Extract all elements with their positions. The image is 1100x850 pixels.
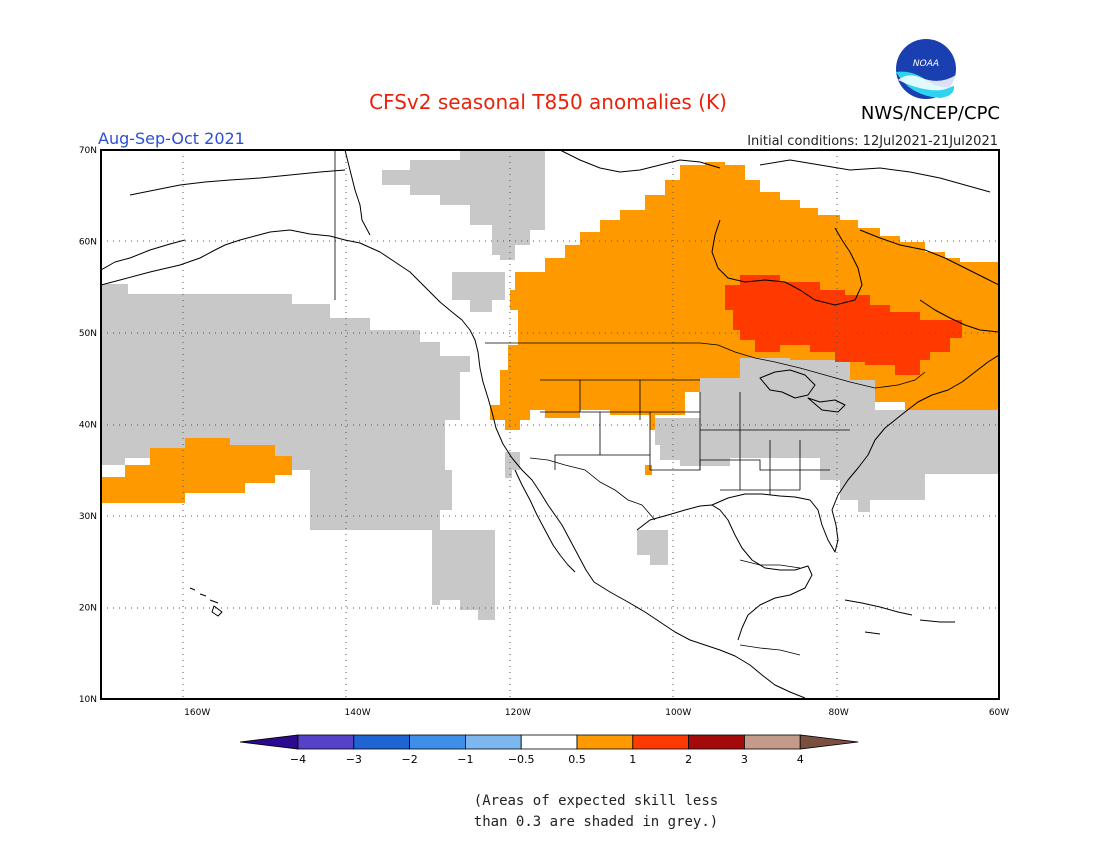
lon-tick-label: 80W — [828, 708, 848, 718]
colorbar-segment — [297, 734, 355, 750]
lat-tick-label: 30N — [79, 512, 97, 522]
warm-anomaly-red — [725, 275, 962, 375]
colorbar-label: 4 — [797, 753, 804, 766]
colorbar-label: −4 — [290, 753, 306, 766]
noaa-logo: NOAA — [896, 39, 956, 99]
low-skill-shading — [101, 150, 999, 620]
colorbar-segment — [520, 734, 578, 750]
lat-tick-label: 60N — [79, 238, 97, 248]
longitude-ticks: 160W 140W 120W 100W 80W 60W — [184, 708, 1009, 718]
colorbar-segment — [353, 734, 410, 750]
lat-tick-label: 70N — [79, 146, 97, 156]
colorbar-segment — [632, 734, 689, 750]
skill-note-line-2: than 0.3 are shaded in grey.) — [474, 814, 718, 830]
lon-tick-label: 140W — [345, 708, 371, 718]
political-borders — [334, 150, 926, 656]
colorbar-segment — [744, 734, 801, 750]
lon-tick-label: 160W — [184, 708, 210, 718]
colorbar-label: −1 — [457, 753, 473, 766]
colorbar-label: 1 — [629, 753, 636, 766]
map-title: CFSv2 seasonal T850 anomalies (K) — [369, 90, 727, 114]
colorbar-segment — [409, 734, 466, 750]
colorbar-segment — [799, 734, 859, 750]
lat-tick-label: 50N — [79, 329, 97, 339]
colorbar-segment — [688, 734, 745, 750]
colorbar: −4 −3 −2 −1 −0.5 0.5 1 2 3 4 — [239, 734, 859, 766]
colorbar-segment — [464, 734, 522, 750]
lon-tick-label: 120W — [505, 708, 531, 718]
colorbar-label: −3 — [346, 753, 362, 766]
colorbar-label: −2 — [401, 753, 417, 766]
latitude-ticks: 10N 20N 30N 40N 50N 60N 70N — [79, 146, 97, 705]
colorbar-label: 3 — [741, 753, 748, 766]
season-label: Aug-Sep-Oct 2021 — [98, 129, 245, 148]
lon-tick-label: 60W — [989, 708, 1009, 718]
logo-text: NOAA — [913, 59, 939, 69]
map-frame — [100, 149, 1000, 700]
lon-tick-label: 100W — [665, 708, 691, 718]
skill-note-line-1: (Areas of expected skill less — [474, 793, 718, 809]
lat-tick-label: 40N — [79, 421, 97, 431]
map-area — [101, 150, 999, 699]
lat-tick-label: 10N — [79, 695, 97, 705]
colorbar-label: 0.5 — [568, 753, 586, 766]
coastlines — [101, 150, 999, 699]
organization-label: NWS/NCEP/CPC — [861, 103, 1000, 124]
colorbar-label: 2 — [685, 753, 692, 766]
lat-tick-label: 20N — [79, 604, 97, 614]
initial-conditions: Initial conditions: 12Jul2021-21Jul2021 — [747, 134, 998, 149]
colorbar-segment — [576, 734, 634, 750]
colorbar-label: −0.5 — [508, 753, 535, 766]
colorbar-segment — [239, 734, 299, 750]
